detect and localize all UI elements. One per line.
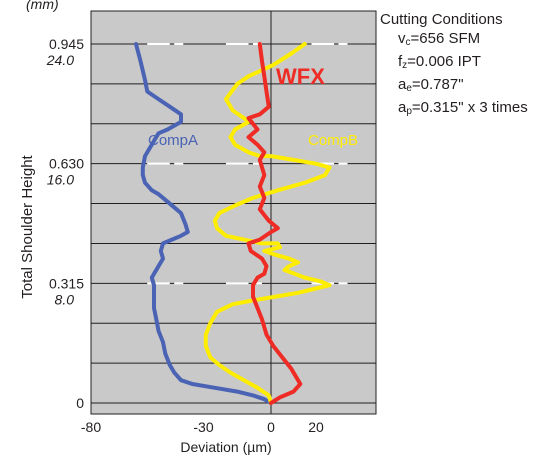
y-axis-unit-label: (mm) [26,0,59,12]
horizontal-gridlines [91,43,376,404]
series-line-wfx [246,42,303,405]
y-tick-mm-label: 24.0 [46,52,74,68]
series-annotation: WFX [276,64,325,89]
x-tick-label: -30 [193,419,213,435]
feed-per-tooth-condition: fz=0.006 IPT [398,53,481,71]
x-tick-label: -80 [81,419,101,435]
cutting-speed-condition: vc=656 SFM [398,30,481,48]
series-lines [134,42,332,405]
y-tick-mm-label: 16.0 [47,172,74,188]
x-axis-tick-labels: -80 -30 0 20 [81,419,324,435]
y-tick-label: 0.945 [49,36,84,52]
series-annotation: CompA [148,132,198,149]
y-tick-mm-label: 8.0 [55,291,75,307]
y-tick-label: 0 [76,395,84,411]
plot-area [90,10,377,415]
series-line-compa [134,42,273,405]
axial-depth-condition: ap=0.315" x 3 times [398,99,528,117]
x-axis-title: Deviation (µm) [180,439,271,455]
x-tick-label: 0 [267,419,275,435]
series-annotation: CompB [308,132,358,149]
y-tick-label: 0.630 [49,156,84,172]
y-axis-title: Total Shoulder Height [19,154,36,298]
x-tick-label: 20 [308,419,324,435]
radial-depth-condition: ae=0.787" [398,76,464,94]
cutting-conditions-title: Cutting Conditions [380,11,503,28]
series-annotations: WFX CompA CompB [148,64,358,149]
cutting-conditions-panel: Cutting Conditions vc=656 SFM fz=0.006 I… [380,10,528,121]
y-tick-label: 0.315 [49,275,84,291]
